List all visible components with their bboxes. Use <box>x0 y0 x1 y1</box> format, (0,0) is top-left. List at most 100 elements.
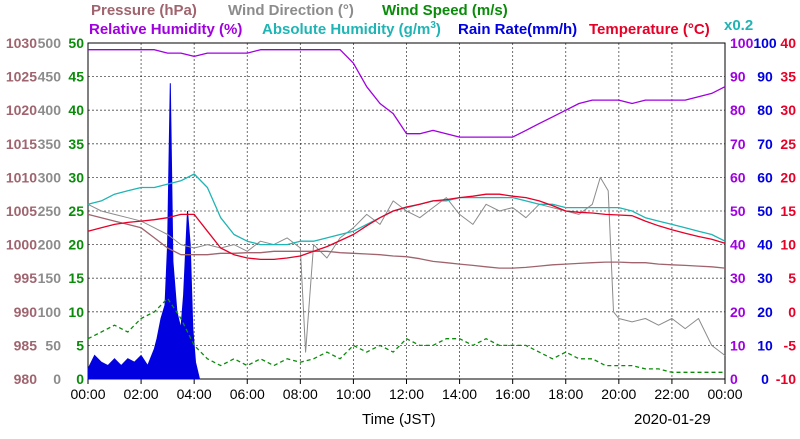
tick-temperature: -10 <box>776 371 796 387</box>
legend-temperature: Temperature (°C) <box>589 21 710 38</box>
tick-wind-direction: 450 <box>38 69 62 85</box>
tick-humidity: 80 <box>730 102 746 118</box>
tick-wind-direction: 350 <box>38 136 62 152</box>
tick-temperature: 10 <box>780 237 796 253</box>
x-tick-label: 02:00 <box>124 386 159 402</box>
x-tick-label: 22:00 <box>654 386 689 402</box>
tick-pressure: 985 <box>14 337 38 353</box>
tick-wind-speed: 50 <box>68 35 84 51</box>
tick-wind-speed: 5 <box>76 337 84 353</box>
legend: Pressure (hPa) Wind Direction (°) Wind S… <box>89 2 753 38</box>
legend-relative-humidity: Relative Humidity (%) <box>89 21 242 38</box>
series-layer <box>87 49 726 380</box>
legend-absolute-humidity-sup: 3 <box>430 20 436 31</box>
tick-wind-direction: 500 <box>38 35 62 51</box>
axis-ticks: 1030102510201015101010051000995990985980… <box>6 35 796 387</box>
x-tick-label: 12:00 <box>389 386 424 402</box>
x-axis: 00:00 02:00 04:00 06:00 08:00 10:00 12:00 14:00… <box>70 379 743 402</box>
tick-humidity: 0 <box>730 371 738 387</box>
x-tick-label: 06:00 <box>230 386 265 402</box>
tick-rain-rate: 70 <box>757 136 773 152</box>
x-tick-label: 00:00 <box>70 386 105 402</box>
tick-wind-speed: 30 <box>68 169 84 185</box>
legend-wind-direction: Wind Direction (°) <box>228 2 354 19</box>
x-tick-label: 18:00 <box>548 386 583 402</box>
tick-rain-rate: 50 <box>757 203 773 219</box>
tick-wind-speed: 0 <box>76 371 84 387</box>
tick-pressure: 1015 <box>6 136 37 152</box>
x-tick-label: 00:00 <box>707 386 742 402</box>
tick-wind-speed: 35 <box>68 136 84 152</box>
tick-pressure: 1025 <box>6 69 37 85</box>
tick-rain-rate: 90 <box>757 69 773 85</box>
legend-scale-note: x0.2 <box>724 17 753 34</box>
tick-temperature: -5 <box>784 337 797 353</box>
x-tick-label: 04:00 <box>177 386 212 402</box>
tick-pressure: 980 <box>14 371 38 387</box>
tick-pressure: 990 <box>14 304 38 320</box>
tick-pressure: 1020 <box>6 102 37 118</box>
tick-humidity: 70 <box>730 136 746 152</box>
tick-temperature: 30 <box>780 102 796 118</box>
tick-rain-rate: 20 <box>757 304 773 320</box>
legend-pressure: Pressure (hPa) <box>91 2 197 19</box>
tick-pressure: 1030 <box>6 35 37 51</box>
tick-rain-rate: 30 <box>757 270 773 286</box>
tick-wind-direction: 200 <box>38 237 62 253</box>
series-pressure-hpa <box>87 213 726 269</box>
tick-wind-speed: 25 <box>68 203 84 219</box>
tick-humidity: 10 <box>730 337 746 353</box>
tick-pressure: 1010 <box>6 169 37 185</box>
tick-humidity: 60 <box>730 169 746 185</box>
tick-wind-direction: 100 <box>38 304 62 320</box>
legend-rain-rate: Rain Rate(mm/h) <box>458 21 577 38</box>
tick-temperature: 35 <box>780 69 796 85</box>
x-tick-label: 14:00 <box>442 386 477 402</box>
tick-temperature: 25 <box>780 136 796 152</box>
grid <box>88 43 725 379</box>
tick-wind-speed: 10 <box>68 304 84 320</box>
tick-pressure: 995 <box>14 270 38 286</box>
tick-wind-direction: 300 <box>38 169 62 185</box>
legend-absolute-humidity-tail: ) <box>436 21 441 38</box>
tick-wind-direction: 400 <box>38 102 62 118</box>
x-axis-label: Time (JST) <box>362 411 436 428</box>
tick-temperature: 40 <box>780 35 796 51</box>
tick-wind-speed: 45 <box>68 69 84 85</box>
legend-wind-speed: Wind Speed (m/s) <box>382 2 508 19</box>
tick-rain-rate: 60 <box>757 169 773 185</box>
tick-humidity: 20 <box>730 304 746 320</box>
date-label: 2020-01-29 <box>634 411 711 428</box>
tick-wind-direction: 50 <box>45 337 61 353</box>
tick-temperature: 5 <box>788 270 796 286</box>
tick-humidity: 30 <box>730 270 746 286</box>
series-wind-speed-m-s <box>87 297 725 373</box>
x-tick-label: 20:00 <box>601 386 636 402</box>
tick-rain-rate: 100 <box>753 35 777 51</box>
legend-absolute-humidity: Absolute Humidity (g/m3) <box>262 20 441 38</box>
x-tick-label: 08:00 <box>283 386 318 402</box>
tick-rain-rate: 80 <box>757 102 773 118</box>
tick-wind-speed: 20 <box>68 237 84 253</box>
x-tick-label: 10:00 <box>336 386 371 402</box>
tick-wind-direction: 0 <box>53 371 61 387</box>
legend-absolute-humidity-label: Absolute Humidity (g/m <box>262 21 430 38</box>
x-tick-label: 16:00 <box>495 386 530 402</box>
tick-wind-direction: 150 <box>38 270 62 286</box>
tick-wind-speed: 15 <box>68 270 84 286</box>
tick-temperature: 0 <box>788 304 796 320</box>
series-relative-humidity <box>88 49 726 138</box>
tick-humidity: 40 <box>730 237 746 253</box>
series-wind-direction <box>87 176 726 356</box>
tick-rain-rate: 0 <box>761 371 769 387</box>
tick-humidity: 50 <box>730 203 746 219</box>
tick-pressure: 1005 <box>6 203 37 219</box>
tick-temperature: 20 <box>780 169 796 185</box>
tick-humidity: 90 <box>730 69 746 85</box>
tick-rain-rate: 40 <box>757 237 773 253</box>
tick-humidity: 100 <box>730 35 754 51</box>
tick-wind-speed: 40 <box>68 102 84 118</box>
tick-wind-direction: 250 <box>38 203 62 219</box>
